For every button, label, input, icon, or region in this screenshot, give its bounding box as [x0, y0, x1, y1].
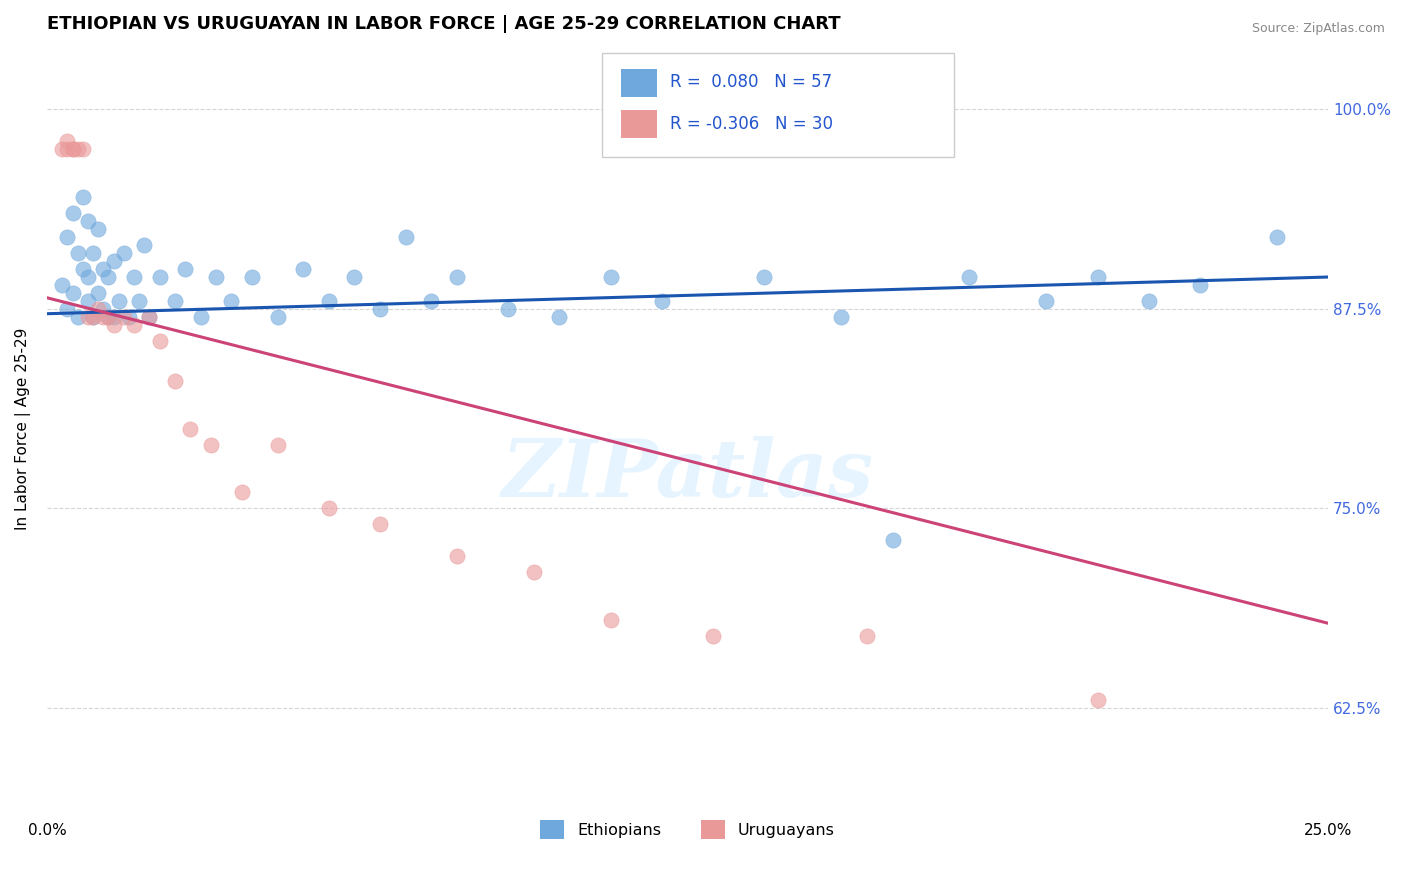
Point: [548, 310, 571, 324]
Point: [318, 293, 340, 308]
Point: [1087, 270, 1109, 285]
Point: [149, 334, 172, 348]
Point: [1137, 293, 1160, 308]
Point: [87, 285, 110, 300]
Point: [1265, 230, 1288, 244]
Point: [51, 142, 73, 156]
Point: [165, 293, 187, 308]
Point: [87, 301, 110, 316]
Point: [62, 142, 84, 156]
FancyBboxPatch shape: [602, 54, 955, 157]
Point: [56, 301, 79, 316]
Point: [82, 310, 104, 324]
Point: [138, 310, 160, 324]
Point: [957, 270, 980, 285]
Point: [66, 310, 89, 324]
Point: [830, 310, 852, 324]
Point: [82, 310, 104, 324]
Point: [72, 142, 94, 156]
Point: [62, 285, 84, 300]
Point: [77, 310, 100, 324]
Point: [97, 310, 120, 324]
Point: [395, 230, 418, 244]
Point: [56, 142, 79, 156]
Text: R = -0.306   N = 30: R = -0.306 N = 30: [669, 115, 832, 133]
Point: [240, 270, 263, 285]
Point: [56, 135, 79, 149]
Point: [82, 246, 104, 260]
Point: [420, 293, 443, 308]
Legend: Ethiopians, Uruguayans: Ethiopians, Uruguayans: [534, 814, 841, 846]
Point: [599, 270, 621, 285]
Point: [200, 437, 222, 451]
Point: [77, 293, 100, 308]
Point: [651, 293, 673, 308]
Point: [446, 270, 468, 285]
Point: [93, 262, 115, 277]
Point: [66, 246, 89, 260]
Point: [112, 310, 135, 324]
Point: [702, 629, 724, 643]
Point: [599, 613, 621, 627]
Point: [368, 301, 391, 316]
Point: [266, 310, 288, 324]
Point: [1087, 693, 1109, 707]
Point: [292, 262, 315, 277]
Point: [103, 254, 125, 268]
Point: [128, 293, 150, 308]
Point: [446, 549, 468, 564]
Point: [318, 501, 340, 516]
Point: [754, 270, 776, 285]
Point: [103, 318, 125, 332]
Point: [343, 270, 366, 285]
Point: [112, 246, 135, 260]
Point: [165, 374, 187, 388]
Point: [51, 278, 73, 293]
Point: [97, 270, 120, 285]
Point: [266, 437, 288, 451]
Point: [231, 485, 253, 500]
Point: [1189, 278, 1212, 293]
Point: [190, 310, 212, 324]
Point: [205, 270, 228, 285]
Point: [107, 293, 129, 308]
Point: [179, 421, 201, 435]
Point: [62, 206, 84, 220]
Point: [62, 142, 84, 156]
Point: [103, 310, 125, 324]
Point: [496, 301, 519, 316]
Point: [149, 270, 172, 285]
Point: [87, 222, 110, 236]
Point: [856, 629, 879, 643]
Point: [77, 214, 100, 228]
Y-axis label: In Labor Force | Age 25-29: In Labor Force | Age 25-29: [15, 327, 31, 530]
Text: Source: ZipAtlas.com: Source: ZipAtlas.com: [1251, 22, 1385, 36]
Bar: [621, 110, 657, 137]
Point: [122, 318, 145, 332]
Point: [174, 262, 197, 277]
Point: [93, 301, 115, 316]
Point: [221, 293, 243, 308]
Point: [882, 533, 904, 548]
Point: [72, 190, 94, 204]
Point: [523, 565, 546, 579]
Point: [93, 310, 115, 324]
Point: [138, 310, 160, 324]
Text: ETHIOPIAN VS URUGUAYAN IN LABOR FORCE | AGE 25-29 CORRELATION CHART: ETHIOPIAN VS URUGUAYAN IN LABOR FORCE | …: [46, 15, 841, 33]
Point: [122, 270, 145, 285]
Point: [77, 270, 100, 285]
Point: [134, 238, 156, 252]
Text: ZIPatlas: ZIPatlas: [502, 436, 873, 513]
Point: [66, 142, 89, 156]
Point: [56, 230, 79, 244]
Bar: [621, 70, 657, 97]
Point: [97, 310, 120, 324]
Text: R =  0.080   N = 57: R = 0.080 N = 57: [669, 73, 832, 91]
Point: [1035, 293, 1057, 308]
Point: [118, 310, 141, 324]
Point: [368, 517, 391, 532]
Point: [72, 262, 94, 277]
